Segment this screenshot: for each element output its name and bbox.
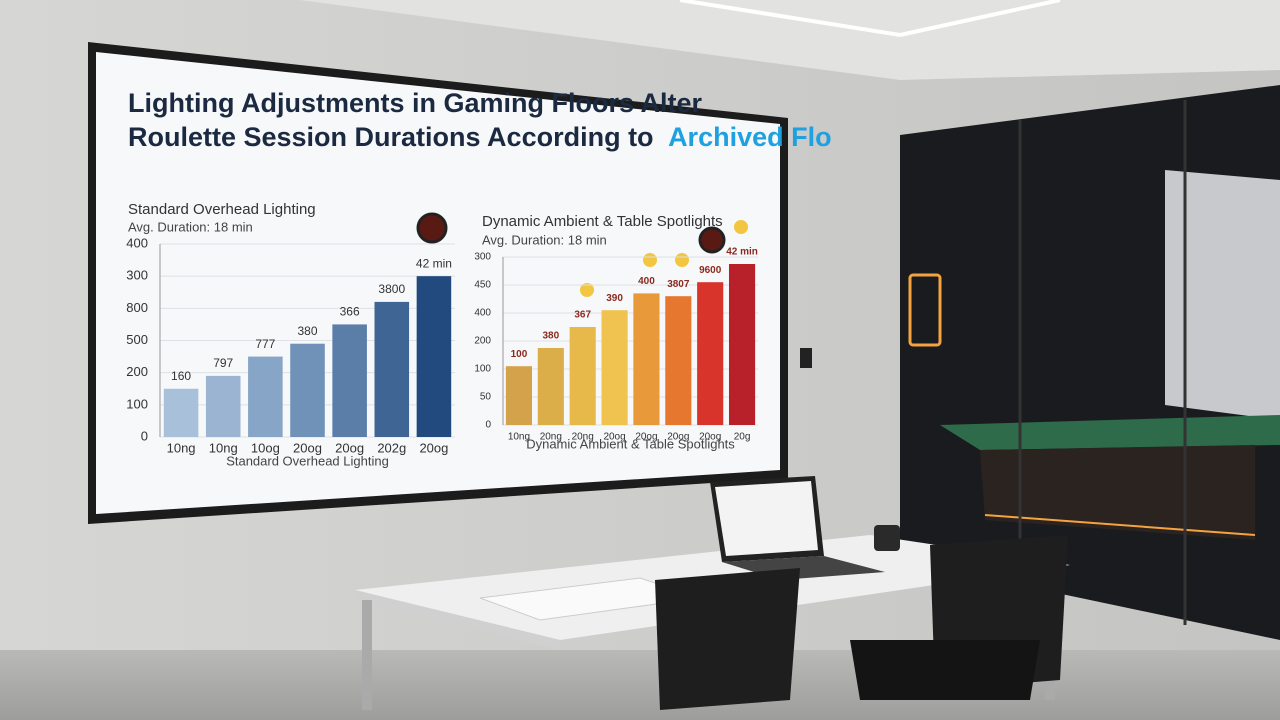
headline-line: Roulette Session Durations According to	[128, 122, 654, 152]
floor	[0, 650, 1280, 720]
headline-highlight: Archived Flo	[668, 122, 832, 152]
bar	[633, 293, 660, 425]
bar	[697, 282, 724, 425]
y-tick-label: 0	[141, 428, 148, 443]
chair	[655, 568, 800, 710]
y-tick-label: 400	[126, 235, 148, 250]
x-axis-label: Standard Overhead Lighting	[226, 453, 389, 468]
bulb-icon	[643, 253, 657, 267]
x-tick-label: 20og	[293, 440, 322, 455]
y-tick-label: 800	[126, 300, 148, 315]
y-tick-label: 500	[126, 332, 148, 347]
x-tick-label: 20og	[667, 432, 689, 443]
x-tick-label: 20og	[419, 440, 448, 455]
x-tick-label: 202g	[377, 440, 406, 455]
bulb-icon	[675, 253, 689, 267]
y-tick-label: 100	[474, 364, 491, 375]
ceiling-light	[679, 0, 901, 37]
bar	[665, 296, 692, 425]
bar-label: 367	[574, 310, 591, 321]
wall-light	[908, 273, 942, 347]
bar	[205, 375, 241, 437]
chart-title: Standard Overhead Lighting	[128, 201, 316, 218]
x-tick-label: 10og	[251, 440, 280, 455]
x-tick-label: 20g	[734, 432, 751, 443]
ceiling-light	[899, 0, 1061, 37]
bar-label: 777	[255, 337, 275, 351]
bar-label: 3800	[378, 282, 405, 296]
bar-label: 390	[606, 293, 623, 304]
x-tick-label: 10ng	[209, 440, 238, 455]
mug	[874, 525, 900, 551]
roulette-icon	[416, 212, 448, 244]
bar-label: 366	[340, 305, 360, 319]
desk-leg	[362, 600, 372, 710]
bar-label: 9600	[699, 265, 722, 276]
bar	[163, 388, 199, 437]
x-axis-label: Dynamic Ambient & Table Spotlights	[526, 436, 735, 451]
x-tick-label: 20og	[699, 432, 721, 443]
bar-label: 100	[511, 349, 528, 360]
chair-seat	[850, 640, 1040, 700]
y-tick-label: 200	[126, 364, 148, 379]
bar	[728, 264, 756, 425]
y-tick-label: 300	[474, 252, 491, 263]
bar	[416, 276, 452, 437]
y-tick-label: 300	[126, 268, 148, 283]
headline-line: Lighting Adjustments in Gaming Floors Al…	[128, 88, 702, 118]
y-tick-label: 400	[474, 308, 491, 319]
bar	[374, 301, 410, 437]
x-tick-label: 20ng	[540, 432, 562, 443]
bar-label: 380	[542, 331, 559, 342]
bar	[248, 356, 283, 437]
y-tick-label: 50	[480, 392, 492, 403]
bar	[332, 324, 367, 437]
headline: Lighting Adjustments in Gaming Floors Al…	[128, 88, 832, 152]
y-tick-label: 100	[126, 396, 148, 411]
bar	[505, 366, 533, 425]
y-tick-label: 0	[485, 420, 491, 431]
y-tick-label: 200	[474, 336, 491, 347]
bar-label: 3807	[667, 279, 690, 290]
ceiling	[300, 0, 1280, 80]
bar-label: 42 min	[726, 247, 758, 258]
bar-label: 160	[171, 369, 191, 383]
bar	[290, 343, 325, 437]
chart-title: Dynamic Ambient & Table Spotlights	[482, 213, 723, 230]
bar-label: 797	[213, 356, 233, 370]
x-tick-label: 20ng	[572, 432, 594, 443]
bar	[601, 310, 628, 425]
bar	[537, 348, 564, 425]
x-tick-label: 20og	[335, 440, 364, 455]
y-tick-label: 450	[474, 280, 491, 291]
chart-subtitle: Avg. Duration: 18 min	[482, 232, 607, 247]
bulb-icon	[580, 283, 594, 297]
chart-subtitle: Avg. Duration: 18 min	[128, 219, 253, 234]
bar-label: 380	[297, 324, 317, 338]
roulette-icon	[698, 226, 726, 254]
bar	[569, 327, 596, 425]
bar-label: 42 min	[416, 256, 452, 270]
bulb-icon	[734, 220, 748, 234]
reflected-screen	[1165, 170, 1280, 420]
x-tick-label: 10ng	[167, 440, 196, 455]
table-glow	[984, 514, 1256, 536]
switch	[800, 348, 812, 368]
x-tick-label: 20og	[603, 432, 625, 443]
roulette-table	[940, 415, 1280, 450]
laptop-screen	[715, 481, 818, 556]
desk-edge	[355, 590, 560, 650]
x-tick-label: 10ng	[508, 432, 530, 443]
bar-label: 400	[638, 276, 655, 287]
x-tick-label: 20og	[635, 432, 657, 443]
